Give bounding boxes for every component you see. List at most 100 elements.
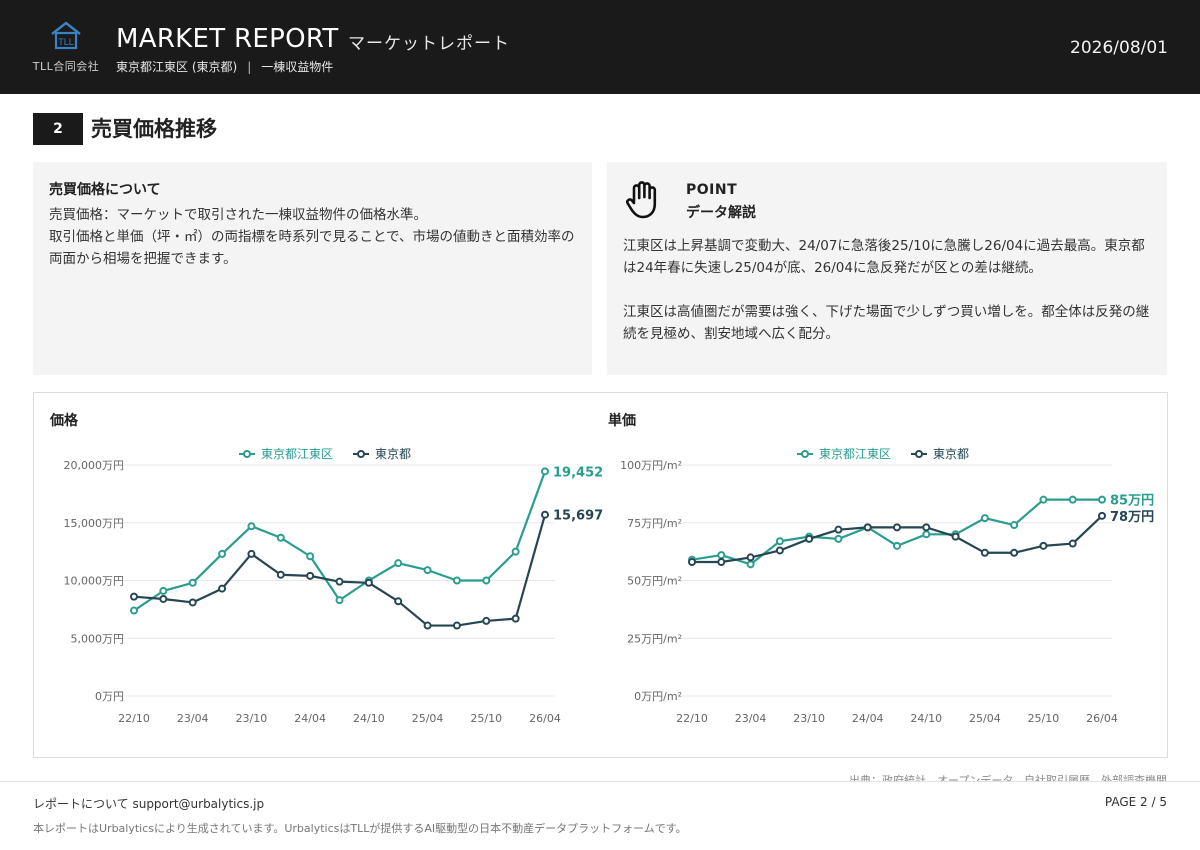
x-tick-label: 23/10 [236,712,268,725]
x-tick-label: 25/10 [470,712,502,725]
page-footer: レポートについて support@urbalytics.jp PAGE 2 / … [0,781,1200,850]
data-point [452,621,461,630]
data-point [775,537,784,546]
house-logo-icon: TLL [51,21,81,50]
data-point [452,576,461,585]
data-point [306,552,315,561]
data-point [863,523,872,532]
series-line-1 [133,470,547,612]
company-logo: TLL TLL合同会社 [30,20,102,74]
data-point [335,577,344,586]
x-tick-label: 24/10 [910,712,942,725]
x-tick-label: 23/10 [793,712,825,725]
data-point [746,553,755,562]
data-point [834,525,843,534]
data-point [1068,539,1077,548]
data-point [922,523,931,532]
section-title: 売買価格推移 [91,117,217,141]
data-point [893,541,901,550]
y-tick-label: 50万円/m² [627,575,682,588]
disclaimer: 本レポートはUrbalyticsにより生成されています。UrbalyticsはT… [33,822,687,835]
legend-label-1: 東京都江東区 [819,447,891,461]
end-value-label-1: 19,452 [553,465,603,480]
data-point [922,530,931,539]
legend-marker-2 [915,450,923,458]
data-point [423,621,432,630]
x-tick-label: 24/04 [852,712,884,725]
data-point [511,614,520,623]
data-point [306,571,315,580]
data-point [482,616,491,625]
data-point [159,594,168,603]
x-tick-label: 22/10 [676,712,708,725]
end-value-label-1: 85万円 [1110,494,1154,509]
about-line-1: 売買価格：マーケットで取引された一棟収益物件の価格水準。 [49,207,427,223]
legend-label-2: 東京都 [933,447,969,461]
data-point [541,510,549,519]
data-point [130,592,138,601]
x-tick-label: 26/04 [1086,712,1118,725]
data-point [717,551,726,560]
property-type-label: 一棟収益物件 [261,60,334,74]
data-point [980,548,989,557]
report-subtitle: 東京都江東区 (東京都) | 一棟収益物件 [116,58,333,75]
y-tick-label: 20,000万円 [64,459,125,472]
point-paragraph-2: 江東区は高値圏だが需要は強く、下げた場面で少しずつ買い増しを。都全体は反発の継続… [623,304,1150,342]
data-point [834,534,843,543]
data-point [951,532,960,541]
report-header: TLL TLL合同会社 MARKET REPORT マーケットレポート 東京都江… [0,0,1200,94]
data-point [218,549,227,558]
data-point [364,578,373,587]
x-tick-label: 23/04 [735,712,767,725]
data-point [805,534,814,543]
point-label: POINT [686,182,738,198]
data-point [423,566,432,575]
y-tick-label: 0万円/m² [634,690,682,703]
section-number: 2 [33,113,83,145]
data-point [276,570,285,579]
x-tick-label: 25/04 [412,712,444,725]
report-title: MARKET REPORT [116,24,339,54]
legend-label-2: 東京都 [375,447,411,461]
contact-info[interactable]: レポートについて support@urbalytics.jp [33,797,265,811]
x-tick-label: 22/10 [118,712,150,725]
data-point [511,547,520,556]
data-point [1039,541,1048,550]
data-point [746,560,755,569]
page-number: PAGE 2 / 5 [1104,795,1167,809]
x-tick-label: 26/04 [529,712,561,725]
company-name: TLL合同会社 [32,60,100,73]
data-point [1039,495,1048,504]
about-text: 売買価格：マーケットで取引された一棟収益物件の価格水準。 取引価格と単価（坪・㎡… [49,204,579,270]
x-tick-label: 24/10 [353,712,385,725]
report-date: 2026/08/01 [1070,38,1168,58]
data-point [482,576,491,585]
report-title-jp: マーケットレポート [348,34,510,54]
chart-title-1: 価格 [49,412,79,429]
data-point [247,549,256,558]
y-tick-label: 100万円/m² [620,459,682,472]
data-point [394,559,403,568]
data-point [775,546,784,555]
legend-marker-1 [801,450,809,458]
y-tick-label: 75万円/m² [627,517,682,530]
data-point [717,558,726,567]
data-point [541,467,549,476]
hand-icon [626,181,657,219]
series-line-1 [691,498,1102,566]
data-point [394,597,403,606]
point-body: 江東区は上昇基調で変動大、24/07に急落後25/10に急騰し26/04に過去最… [623,235,1153,367]
data-point [218,584,227,593]
data-point [159,586,168,595]
data-point [980,514,989,523]
data-point [188,598,197,607]
y-tick-label: 0万円 [95,690,124,703]
subtitle-separator: | [247,60,252,74]
about-panel: 売買価格について 売買価格：マーケットで取引された一棟収益物件の価格水準。 取引… [33,162,592,375]
x-tick-label: 25/10 [1028,712,1060,725]
point-subtitle: データ解説 [686,205,756,221]
x-tick-label: 23/04 [177,712,209,725]
y-tick-label: 25万円/m² [627,632,682,645]
y-tick-label: 10,000万円 [64,575,125,588]
data-point [188,578,197,587]
